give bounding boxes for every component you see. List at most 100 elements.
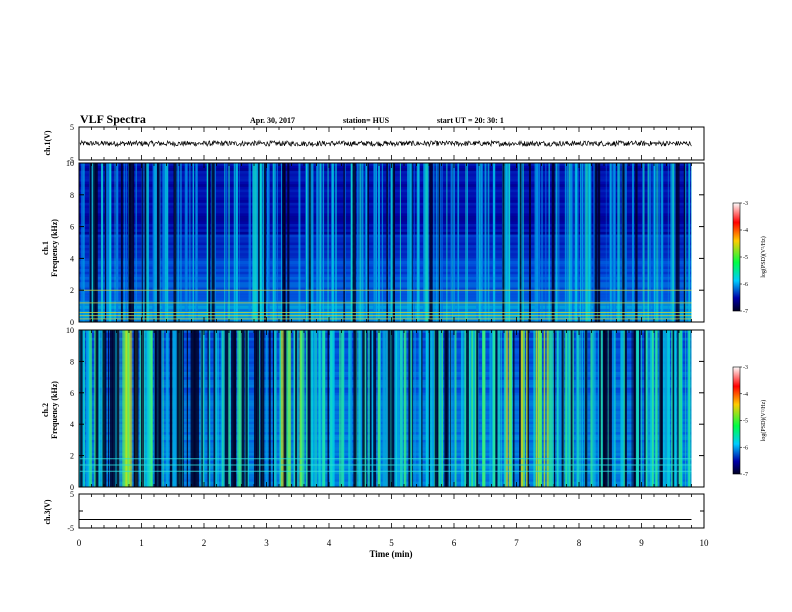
spectrogram-impulse [607,330,609,487]
x-tick-label: 6 [452,538,457,548]
spectrogram-impulse [581,163,584,322]
spectrogram-impulse [600,330,603,487]
spectrogram-gap [438,163,440,322]
spectrogram-impulse [686,330,688,487]
spectrogram-impulse [360,163,362,322]
colorbar-tick-label: -6 [743,445,748,451]
spectrogram-impulse [667,330,671,487]
spectrogram-band [79,242,692,246]
spectrogram-gap [190,330,193,487]
spectrogram-impulse [349,330,353,487]
spectrogram-impulse [438,330,440,487]
spectrogram-gap [408,330,411,487]
spectrogram-impulse [652,163,655,322]
spectrogram-impulse [591,330,593,487]
spectrogram-impulse [503,163,506,322]
spectrogram-impulse [652,330,654,487]
spectrogram-impulse [559,330,563,487]
spectrogram-impulse [521,163,523,322]
spectrogram-impulse [332,330,335,487]
spectrogram-impulse [417,163,420,322]
spectrogram-gap [561,330,564,487]
spectrogram-gap [502,163,505,322]
spectrogram-impulse [280,330,283,487]
spectrogram-impulse [164,163,167,322]
spectrogram-impulse [127,330,130,487]
spectrogram-impulse [433,163,435,322]
spectrogram-gap [213,330,216,487]
chart-title: VLF Spectra [80,112,146,126]
spectrogram-band [79,292,692,296]
spectrogram-impulse [318,330,321,487]
spectrogram-impulse [340,330,344,487]
spectrogram-impulse [128,163,129,322]
x-tick-label: 5 [389,538,394,548]
spectrogram-impulse [265,330,268,487]
spectrogram-band [79,197,692,201]
spectrogram-impulse [394,330,396,487]
spectrogram-impulse [423,163,426,322]
spectrogram-impulse [288,330,292,487]
y-tick-label: 5 [70,490,74,499]
spectrogram-gap [603,330,607,487]
spectrogram-impulse [437,163,439,322]
spectrogram-impulse [189,163,191,322]
spectrogram-impulse [399,163,401,322]
spectrogram-band [79,234,692,238]
spectrogram-gap [308,163,311,322]
spectrogram-band [79,163,692,166]
spectrogram-impulse [649,330,653,487]
spectrogram-impulse [206,163,209,322]
spectrogram-impulse [688,330,691,487]
spectrogram-gap [527,330,530,487]
spectrogram-impulse [135,163,137,322]
spectrogram-band [79,316,692,320]
spectrogram-impulse [587,163,590,322]
spectrogram-impulse [458,163,460,322]
spectrogram-impulse [441,163,443,322]
spectrogram-impulse [229,330,231,487]
spectrogram-band [79,319,692,323]
spectrogram-gap [115,330,117,487]
spectrogram-band [79,239,692,243]
ch1-spec-ylabel: Frequency (kHz) [50,219,59,277]
spectrogram-band [79,271,692,275]
spectrogram-band [79,295,692,299]
spectrogram-gap [180,330,183,487]
spectrogram-impulse [566,163,569,322]
spectrogram-impulse [410,330,413,487]
spectrogram-gap [233,330,237,487]
spectrogram-impulse [549,163,550,322]
spectrogram-gap [260,330,263,487]
spectrogram-gap [624,330,627,487]
y-tick-label: 10 [66,159,74,168]
colorbar-gradient [732,366,741,475]
spectrogram-impulse [620,330,622,487]
colorbar-tick-label: -3 [743,201,748,207]
spectrogram-impulse [364,163,367,322]
spectrogram-impulse [543,330,546,487]
spectrogram-impulse [506,163,508,322]
spectrogram-gap [182,330,184,487]
spectrogram-gap [551,163,555,322]
spectrogram-impulse [505,163,507,322]
spectrogram-gap [570,330,573,487]
spectrogram-impulse [131,330,133,487]
spectrogram-impulse [180,163,182,322]
spectrogram-impulse [361,163,364,322]
spectrogram-impulse [376,163,378,322]
spectrogram-impulse [233,163,236,322]
spectrogram-impulse [327,163,329,322]
spectrogram-gap [434,330,438,487]
spectrogram-gap [553,330,556,487]
spectrogram-band [79,205,692,209]
spectrogram-impulse [153,330,156,487]
spectrogram-impulse [624,163,627,322]
spectrogram-impulse [142,330,146,487]
spectrogram-impulse [320,163,322,322]
spectrogram-band [79,263,692,267]
spectrogram-impulse [585,163,588,322]
spectrogram-impulse [365,163,368,322]
y-tick-label: 8 [70,357,74,366]
